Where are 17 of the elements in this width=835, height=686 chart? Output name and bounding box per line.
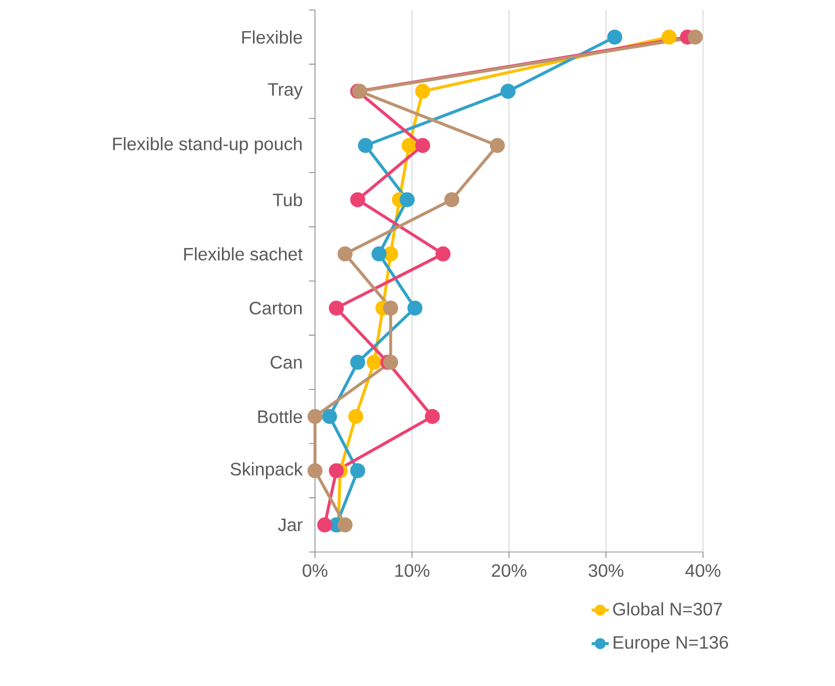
y-tick-label: Can xyxy=(270,356,302,369)
x-tick-label: 0% xyxy=(302,564,328,577)
legend-label: Europe N=136 xyxy=(614,636,728,652)
x-tick-label: 40% xyxy=(685,564,720,577)
y-tick-label: Carton xyxy=(250,302,302,314)
legend-label: Global N=307 xyxy=(613,602,722,616)
y-tick-label: Jar xyxy=(278,518,302,532)
x-tick-label: 20% xyxy=(492,564,526,577)
x-tick-label: 10% xyxy=(395,564,430,577)
y-tick-label: Flexible xyxy=(242,30,302,44)
y-tick-label: Skinpack xyxy=(230,462,303,480)
y-tick-label: Tub xyxy=(272,193,302,206)
x-tick-label: 30% xyxy=(588,564,624,577)
y-tick-label: Tray xyxy=(268,83,303,100)
y-tick-label: Flexible stand-up pouch xyxy=(113,137,302,154)
y-tick-label: Bottle xyxy=(258,410,302,424)
y-tick-label: Flexible sachet xyxy=(184,247,303,260)
